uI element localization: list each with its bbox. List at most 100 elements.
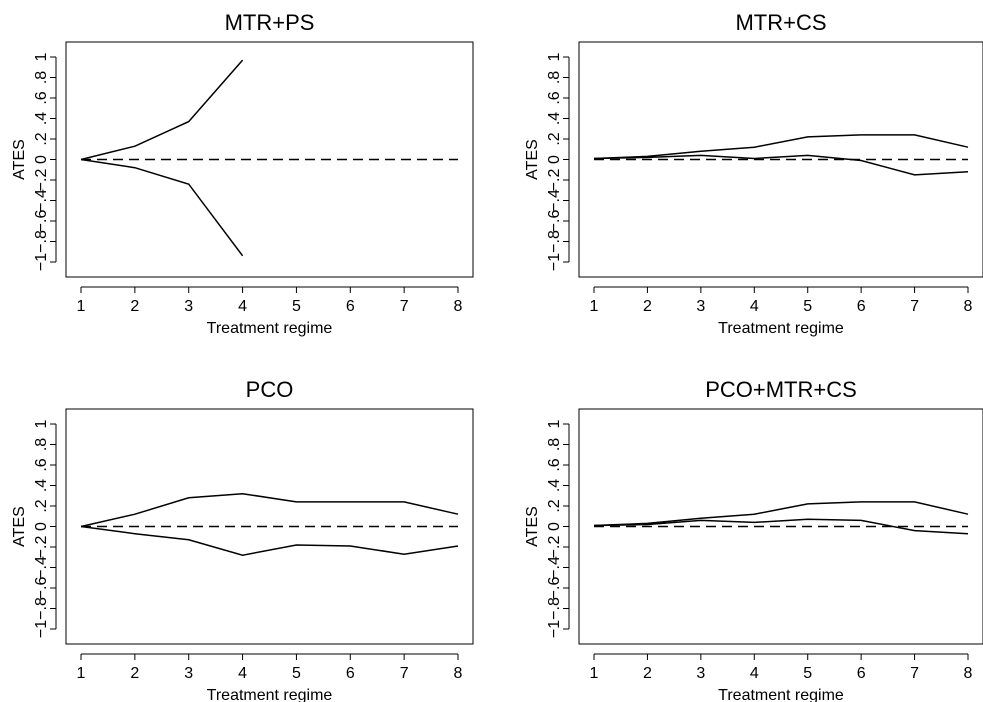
y-tick-label: −.2 bbox=[546, 536, 563, 559]
y-axis-label: ATES bbox=[11, 139, 28, 180]
y-axis-label: ATES bbox=[524, 139, 541, 180]
x-tick-label: 4 bbox=[238, 298, 247, 315]
x-tick-label: 7 bbox=[400, 298, 409, 315]
y-tick-label: .6 bbox=[546, 91, 563, 104]
y-tick-label: −.6 bbox=[33, 210, 50, 233]
x-tick-label: 1 bbox=[77, 298, 86, 315]
y-tick-label: −.2 bbox=[33, 169, 50, 192]
y-tick-label: .8 bbox=[33, 71, 50, 84]
y-tick-label: .8 bbox=[33, 438, 50, 451]
x-tick-label: 3 bbox=[184, 665, 193, 682]
y-tick-label: −1 bbox=[33, 253, 50, 271]
x-tick-label: 4 bbox=[750, 665, 759, 682]
x-axis-label: Treatment regime bbox=[207, 687, 333, 702]
y-tick-label: −.2 bbox=[546, 169, 563, 192]
y-tick-label: −.8 bbox=[546, 597, 563, 620]
x-tick-label: 7 bbox=[910, 665, 919, 682]
y-tick-label: −.4 bbox=[33, 189, 50, 212]
x-tick-label: 4 bbox=[238, 665, 247, 682]
y-tick-label: −.2 bbox=[33, 536, 50, 559]
x-tick-label: 5 bbox=[803, 298, 812, 315]
x-tick-label: 2 bbox=[643, 665, 652, 682]
chart-title: MTR+PS bbox=[225, 10, 315, 35]
y-tick-label: −.4 bbox=[546, 189, 563, 212]
series-line-1 bbox=[80, 59, 244, 161]
x-tick-label: 7 bbox=[400, 665, 409, 682]
x-tick-label: 1 bbox=[590, 665, 599, 682]
plot-frame bbox=[578, 41, 983, 278]
x-tick-label: 2 bbox=[130, 665, 139, 682]
x-tick-label: 8 bbox=[964, 665, 973, 682]
x-tick-label: 8 bbox=[454, 298, 463, 315]
y-tick-label: −.8 bbox=[33, 230, 50, 253]
x-tick-label: 1 bbox=[77, 665, 86, 682]
y-tick-label: .4 bbox=[546, 112, 563, 125]
y-tick-label: −1 bbox=[546, 253, 563, 271]
x-tick-label: 1 bbox=[590, 298, 599, 315]
y-tick-label: 1 bbox=[546, 419, 563, 428]
series-line-2 bbox=[593, 518, 969, 535]
y-tick-label: 0 bbox=[33, 522, 50, 531]
y-tick-label: −.6 bbox=[33, 577, 50, 600]
x-tick-label: 6 bbox=[857, 298, 866, 315]
plot-frame bbox=[65, 41, 474, 278]
plot-frame bbox=[578, 408, 983, 645]
chart-panel-3: PCO 1 2 3 4 5 6 7 8 Treatment regime −1−.8−.6−.4−.… bbox=[11, 377, 474, 702]
x-tick-label: 2 bbox=[130, 298, 139, 315]
y-tick-label: −.6 bbox=[546, 210, 563, 233]
y-tick-label: −.6 bbox=[546, 577, 563, 600]
y-axis-label: ATES bbox=[524, 506, 541, 547]
x-tick-label: 3 bbox=[184, 298, 193, 315]
series-line-2 bbox=[80, 158, 244, 257]
y-tick-label: 0 bbox=[33, 155, 50, 164]
y-tick-label: −.8 bbox=[33, 597, 50, 620]
plot-frame bbox=[65, 408, 474, 645]
y-tick-label: .8 bbox=[546, 438, 563, 451]
y-tick-label: 1 bbox=[33, 419, 50, 428]
y-tick-label: .6 bbox=[33, 91, 50, 104]
x-axis-label: Treatment regime bbox=[718, 687, 844, 702]
x-tick-label: 8 bbox=[964, 298, 973, 315]
y-tick-label: −.8 bbox=[546, 230, 563, 253]
series-line-2 bbox=[80, 525, 459, 556]
x-tick-label: 6 bbox=[346, 298, 355, 315]
x-tick-label: 3 bbox=[696, 298, 705, 315]
y-tick-label: .4 bbox=[33, 112, 50, 125]
x-tick-label: 3 bbox=[696, 665, 705, 682]
x-axis-label: Treatment regime bbox=[207, 320, 333, 337]
y-tick-label: −1 bbox=[33, 620, 50, 638]
y-tick-label: .2 bbox=[33, 132, 50, 145]
y-tick-label: .6 bbox=[546, 458, 563, 471]
x-tick-label: 5 bbox=[292, 298, 301, 315]
y-tick-label: .4 bbox=[546, 479, 563, 492]
x-tick-label: 8 bbox=[454, 665, 463, 682]
x-tick-label: 4 bbox=[750, 298, 759, 315]
y-tick-label: −1 bbox=[546, 620, 563, 638]
y-tick-label: .2 bbox=[33, 499, 50, 512]
y-axis-label: ATES bbox=[11, 506, 28, 547]
x-tick-label: 5 bbox=[292, 665, 301, 682]
y-tick-label: .6 bbox=[33, 458, 50, 471]
y-tick-label: −.4 bbox=[33, 556, 50, 579]
y-tick-label: 1 bbox=[33, 52, 50, 61]
series-line-1 bbox=[593, 134, 969, 160]
y-tick-label: −.4 bbox=[546, 556, 563, 579]
series-line-2 bbox=[593, 154, 969, 176]
x-axis-label: Treatment regime bbox=[718, 320, 844, 337]
y-tick-label: .2 bbox=[546, 132, 563, 145]
chart-title: PCO bbox=[246, 377, 294, 402]
x-tick-label: 5 bbox=[803, 665, 812, 682]
y-tick-label: 0 bbox=[546, 522, 563, 531]
y-tick-label: 1 bbox=[546, 52, 563, 61]
x-tick-label: 7 bbox=[910, 298, 919, 315]
y-tick-label: .8 bbox=[546, 71, 563, 84]
chart-title: PCO+MTR+CS bbox=[705, 377, 857, 402]
x-tick-label: 2 bbox=[643, 298, 652, 315]
x-tick-label: 6 bbox=[346, 665, 355, 682]
y-tick-label: .2 bbox=[546, 499, 563, 512]
y-tick-label: .4 bbox=[33, 479, 50, 492]
chart-title: MTR+CS bbox=[735, 10, 826, 35]
